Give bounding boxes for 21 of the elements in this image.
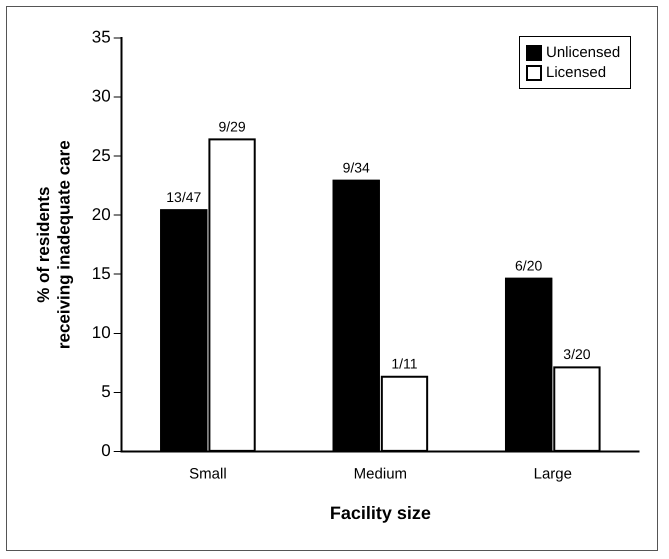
y-tick-label: 0: [101, 441, 111, 460]
y-tick-label: 5: [101, 382, 111, 402]
data-label: 9/29: [218, 118, 246, 134]
y-tick-label: 20: [92, 204, 111, 224]
x-tick-label: Large: [534, 466, 572, 483]
y-tick-label: 35: [92, 28, 111, 47]
legend-label: Licensed: [546, 64, 606, 81]
legend-label: Unlicensed: [546, 44, 620, 61]
data-label: 6/20: [515, 258, 542, 274]
data-label: 13/47: [166, 189, 202, 206]
y-tick-label: 30: [92, 86, 111, 106]
x-axis-title: Facility size: [330, 503, 431, 524]
data-label: 1/11: [391, 356, 418, 372]
data-label: 9/34: [342, 160, 370, 176]
y-axis-title: % of residents receiving inadequate care: [34, 140, 74, 350]
x-tick-label: Small: [189, 466, 227, 483]
y-tick-label: 10: [92, 322, 111, 342]
x-tick-label: Medium: [354, 466, 408, 483]
y-tick-label: 15: [92, 264, 111, 283]
data-label: 3/20: [563, 346, 591, 362]
y-tick-label: 25: [92, 146, 111, 165]
